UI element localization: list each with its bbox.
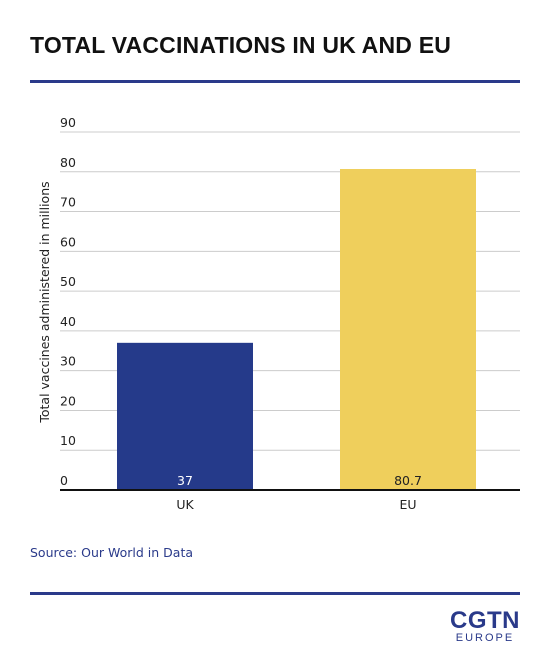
- y-tick-label: 0: [60, 473, 68, 488]
- y-tick-label: 10: [60, 433, 76, 448]
- logo-main: CGTN: [450, 607, 520, 634]
- bars: 37 80.7: [117, 168, 476, 490]
- y-tick-label: 40: [60, 314, 76, 329]
- y-tick-label: 80: [60, 155, 76, 170]
- bar-uk: [117, 342, 253, 490]
- cgtn-logo: CGTN EUROPE: [450, 607, 520, 645]
- x-tick-label-uk: UK: [176, 497, 194, 512]
- y-tick-label: 90: [60, 115, 76, 130]
- logo-sub: EUROPE: [455, 632, 515, 644]
- y-tick-label: 60: [60, 234, 76, 249]
- y-tick-label: 30: [60, 354, 76, 369]
- x-tick-label-eu: EU: [399, 497, 416, 512]
- value-label-uk: 37: [177, 473, 193, 488]
- bar-eu: [340, 168, 476, 490]
- y-tick-label: 70: [60, 195, 76, 210]
- bottom-divider: [30, 592, 520, 595]
- axes: 0 10 20 30 40 50 60 70 80 90 UK EU: [60, 115, 520, 512]
- chart-title: TOTAL VACCINATIONS IN UK AND EU: [30, 32, 452, 58]
- top-divider: [30, 80, 520, 83]
- y-axis-label: Total vaccines administered in millions: [37, 181, 52, 423]
- y-tick-label: 50: [60, 274, 76, 289]
- bar-chart: 37 80.7 0 10 20 30 40 50 60 70 80 90 UK EU Total vac…: [37, 115, 520, 512]
- y-tick-label: 20: [60, 393, 76, 408]
- source-note: Source: Our World in Data: [30, 545, 194, 560]
- value-label-eu: 80.7: [394, 473, 422, 488]
